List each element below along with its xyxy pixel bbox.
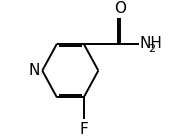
Text: O: O	[114, 1, 126, 16]
Text: F: F	[79, 122, 88, 137]
Text: 2: 2	[148, 44, 155, 54]
Text: NH: NH	[139, 36, 162, 51]
Text: N: N	[28, 63, 40, 78]
